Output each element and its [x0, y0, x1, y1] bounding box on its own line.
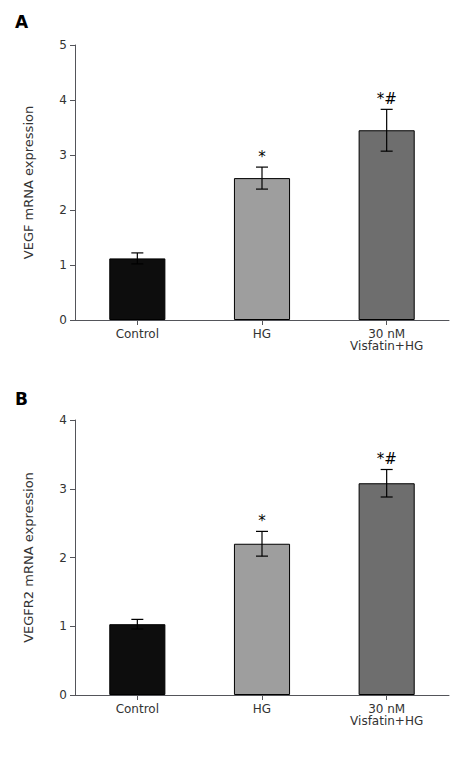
svg-text:B: B: [15, 389, 28, 409]
svg-text:5: 5: [59, 38, 67, 52]
svg-text:Control: Control: [116, 702, 159, 716]
svg-text:*#: *#: [377, 450, 397, 468]
svg-text:Visfatin+HG: Visfatin+HG: [350, 714, 423, 728]
svg-text:2: 2: [59, 551, 67, 565]
svg-text:1: 1: [59, 258, 67, 272]
svg-text:30 nM: 30 nM: [368, 327, 406, 341]
svg-text:*#: *#: [377, 90, 397, 108]
svg-text:*: *: [258, 512, 266, 530]
svg-text:1: 1: [59, 619, 67, 633]
svg-text:Control: Control: [116, 327, 159, 341]
svg-text:HG: HG: [253, 702, 271, 716]
svg-text:VEGF mRNA expression: VEGF mRNA expression: [21, 106, 36, 259]
svg-text:4: 4: [59, 93, 67, 107]
svg-text:2: 2: [59, 203, 67, 217]
svg-text:A: A: [15, 12, 29, 32]
svg-text:*: *: [258, 148, 266, 166]
svg-text:HG: HG: [253, 327, 271, 341]
svg-text:30 nM: 30 nM: [368, 702, 406, 716]
svg-text:VEGFR2 mRNA expression: VEGFR2 mRNA expression: [21, 472, 36, 643]
svg-text:3: 3: [59, 148, 67, 162]
svg-text:4: 4: [59, 413, 67, 427]
svg-text:3: 3: [59, 482, 67, 496]
svg-text:0: 0: [59, 688, 67, 702]
svg-text:Visfatin+HG: Visfatin+HG: [350, 339, 423, 353]
svg-text:0: 0: [59, 313, 67, 327]
